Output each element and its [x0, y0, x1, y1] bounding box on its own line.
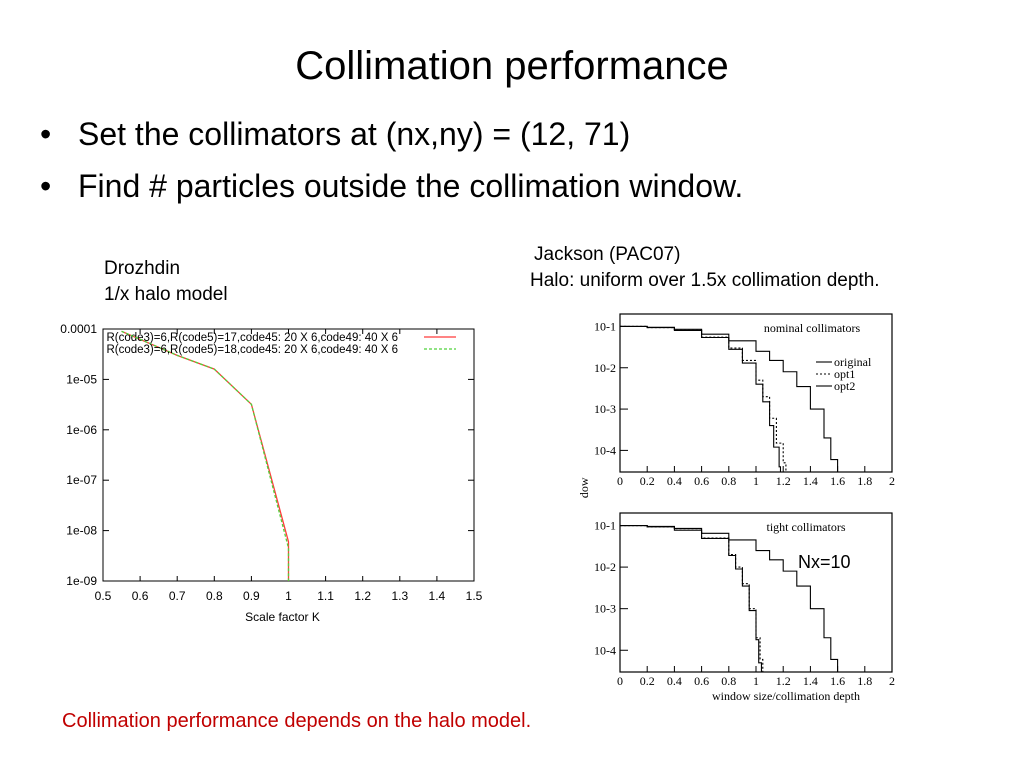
bullet-item: • Set the collimators at (nx,ny) = (12, 7…	[40, 108, 743, 160]
y-tick-label: 10-2	[594, 361, 616, 375]
x-tick-label: 0.6	[694, 674, 709, 688]
x-tick-label: 0.5	[95, 589, 112, 603]
x-tick-label: 1.6	[830, 674, 845, 688]
x-axis-label: window size/collimation depth	[712, 689, 860, 703]
plot-frame	[619, 512, 893, 673]
y-tick-label: 0.0001	[60, 322, 97, 336]
nx-note: Nx=10	[798, 552, 851, 572]
y-tick-label: 10-4	[594, 643, 616, 657]
x-tick-label: 0	[617, 674, 623, 688]
right-caption-line: Jackson (PAC07)	[534, 244, 681, 265]
y-tick-label: 1e-06	[66, 423, 97, 437]
x-tick-label: 1.8	[857, 674, 872, 688]
x-tick-label: 1.5	[466, 589, 483, 603]
y-tick-label: 10-1	[594, 519, 616, 533]
plot-frame	[619, 313, 893, 473]
x-tick-label: 2	[889, 474, 895, 488]
x-tick-label: 1.2	[776, 674, 791, 688]
x-tick-label: 0	[617, 474, 623, 488]
legend-label: R(code3)=6,R(code5)=18,code45: 20 X 6,co…	[106, 344, 398, 356]
x-tick-label: 1.1	[317, 589, 334, 603]
x-tick-label: 1.2	[354, 589, 371, 603]
x-tick-label: 1.6	[830, 474, 845, 488]
bullet-item: • Find # particles outside the collimatio…	[40, 160, 743, 212]
series-line	[121, 330, 290, 581]
y-tick-label: 10-4	[594, 443, 616, 457]
x-tick-label: 0.6	[694, 474, 709, 488]
bullet-dot-icon: •	[40, 116, 52, 152]
y-tick-label: 1e-07	[66, 473, 97, 487]
bullet-text: Set the collimators at (nx,ny) = (12, 71…	[78, 116, 631, 152]
x-tick-label: 0.2	[640, 474, 655, 488]
y-axis-label: # particles outside window	[577, 477, 591, 498]
x-tick-label: 0.7	[169, 589, 186, 603]
y-tick-label: 1e-08	[66, 524, 97, 538]
x-tick-label: 0.8	[721, 674, 736, 688]
right-caption: Jackson (PAC07) Halo: uniform over 1.5x …	[530, 242, 880, 294]
y-tick-label: 1e-05	[66, 372, 97, 386]
x-tick-label: 0.9	[243, 589, 260, 603]
x-tick-label: 2	[889, 674, 895, 688]
x-tick-label: 1.4	[429, 589, 446, 603]
x-tick-label: 1.8	[857, 474, 872, 488]
series-line	[121, 330, 290, 581]
x-tick-label: 1.3	[391, 589, 408, 603]
x-tick-label: 0.8	[206, 589, 223, 603]
y-tick-label: 10-3	[594, 402, 616, 416]
x-tick-label: 0.8	[721, 474, 736, 488]
slide-title: Collimation performance	[295, 44, 729, 88]
series-step-line	[620, 524, 762, 672]
x-tick-label: 0.4	[667, 474, 682, 488]
bullet-text: Find # particles outside the collimation…	[78, 168, 744, 204]
x-tick-label: 1.2	[776, 474, 791, 488]
left-caption-line: 1/x halo model	[104, 284, 228, 305]
y-tick-label: 10-3	[594, 602, 616, 616]
nominal-collimators-chart: 0 0.2 0.4 0.6 0.8 1 1.2 1.4 1.6 1.8 2 10-1 10-2 10-3 1…	[577, 313, 895, 498]
bullet-list: • Set the collimators at (nx,ny) = (12, 7…	[40, 108, 743, 212]
right-caption-line: Halo: uniform over 1.5x collimation dept…	[530, 270, 880, 291]
x-tick-label: 1.4	[803, 674, 818, 688]
x-tick-label: 1.4	[803, 474, 818, 488]
bullet-dot-icon: •	[40, 168, 52, 204]
scale-factor-chart: 0.5 0.6 0.7 0.8 0.9 1 1.1 1.2 1.3 1.4 1.5 0.0001 1e-…	[60, 322, 483, 624]
y-tick-label: 1e-09	[66, 574, 97, 588]
series-step-line	[620, 325, 787, 472]
series-step-line	[620, 325, 782, 472]
chart-title: nominal collimators	[764, 321, 861, 335]
legend-label: opt1	[834, 367, 855, 381]
x-tick-label: 0.4	[667, 674, 682, 688]
left-caption: Drozhdin 1/x halo model	[104, 256, 228, 308]
chart-title: tight collimators	[767, 520, 846, 534]
x-tick-label: 1	[753, 474, 759, 488]
legend-label: R(code3)=6,R(code5)=17,code45: 20 X 6,co…	[106, 332, 398, 344]
y-tick-label: 10-1	[594, 319, 616, 333]
tight-collimators-chart: 0 0.2 0.4 0.6 0.8 1 1.2 1.4 1.6 1.8 2 10-1 10-2 10-3 1…	[594, 512, 895, 703]
x-tick-label: 1	[285, 589, 292, 603]
left-caption-line: Drozhdin	[104, 258, 181, 279]
legend-label: opt2	[834, 379, 855, 393]
x-tick-label: 1	[753, 674, 759, 688]
legend-label: original	[834, 355, 872, 369]
series-step-line	[620, 524, 764, 672]
footer-note: Collimation performance depends on the h…	[62, 710, 532, 732]
x-axis-label: Scale factor K	[245, 610, 320, 624]
x-tick-label: 0.6	[132, 589, 149, 603]
y-tick-label: 10-2	[594, 560, 616, 574]
x-tick-label: 0.2	[640, 674, 655, 688]
